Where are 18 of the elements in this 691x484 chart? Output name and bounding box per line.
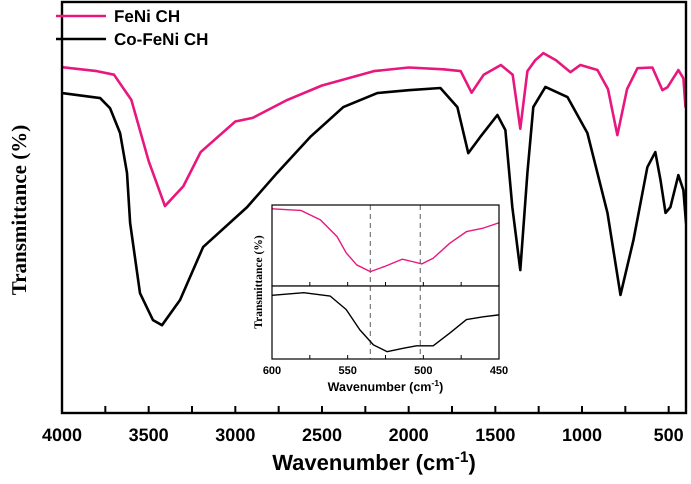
x-tick-label: 2000 [388,425,429,445]
legend-label: FeNi CH [114,7,180,26]
x-tick-label: 1000 [562,425,602,445]
x-tick-label: 3000 [215,425,256,445]
x-tick-label: 600 [262,365,282,377]
x-tick-label: 500 [414,365,433,377]
y-axis-title: Transmittance (%) [7,124,31,296]
x-tick-label: 3500 [128,425,169,445]
x-tick-label: 1500 [475,425,516,445]
x-tick-label: 550 [338,365,357,377]
x-tick-label: 450 [490,365,508,377]
x-tick-label: 2500 [302,425,342,445]
legend-label: Co-FeNi CH [114,30,208,49]
y-axis-title: Transmittance (%) [253,235,265,329]
x-tick-label: 4000 [42,425,82,445]
x-tick-label: 500 [654,425,684,445]
x-axis-title: Wavenumber (cm$^{-1}$) [328,378,444,394]
x-axis-title: Wavenumber (cm$^{-1}$) [272,448,476,475]
